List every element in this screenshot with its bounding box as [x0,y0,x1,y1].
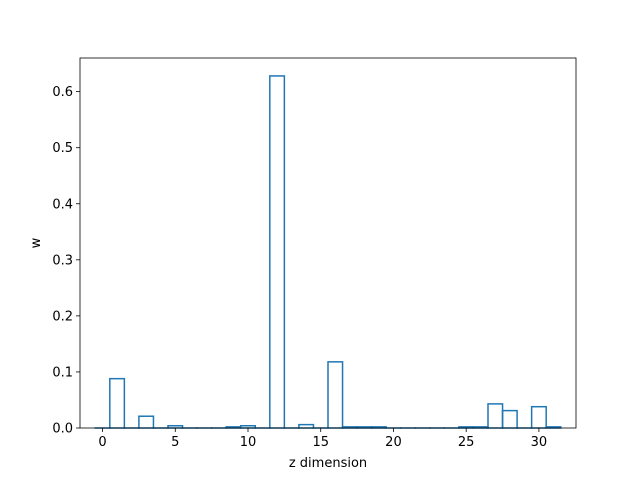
x-tick-label: 0 [98,435,106,450]
y-tick-label: 0.5 [52,141,73,156]
y-tick-label: 0.4 [52,197,73,212]
axes-frame [79,57,577,429]
y-tick-label: 0.6 [52,85,73,100]
x-axis-ticks: 0 5 10 15 20 25 30 [98,428,547,450]
y-tick-label: 0.2 [52,309,73,324]
x-tick-label: 25 [458,435,475,450]
x-tick-label: 30 [531,435,548,450]
y-axis-label: w [29,237,44,248]
x-tick-label: 10 [240,435,257,450]
x-tick-label: 20 [385,435,402,450]
x-tick-label: 5 [171,435,179,450]
y-tick-label: 0.0 [52,422,73,437]
y-tick-label: 0.3 [52,253,73,268]
x-tick-label: 15 [312,435,329,450]
y-tick-label: 0.1 [52,365,73,380]
x-axis-label: z dimension [289,456,367,471]
y-axis-ticks: 0.0 0.1 0.2 0.3 0.4 0.5 0.6 [52,85,80,437]
